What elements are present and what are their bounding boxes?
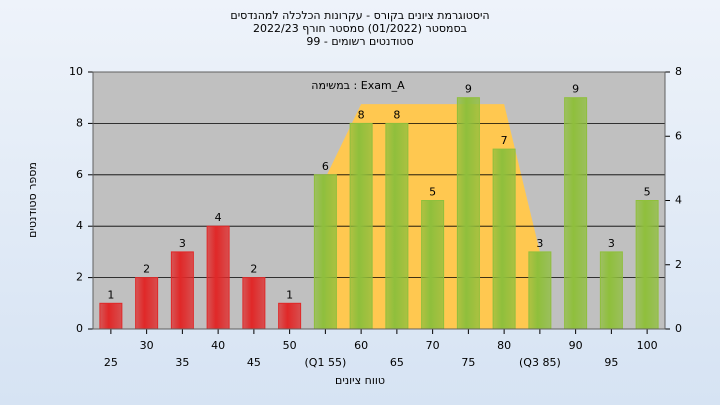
y-tick-label: 2 <box>76 271 83 284</box>
value-label: 9 <box>572 83 579 96</box>
x-tick-label: 100 <box>637 339 658 352</box>
value-label: 2 <box>250 263 257 276</box>
x-tick-label: 75 <box>461 356 475 369</box>
x-tick-label: (Q3 85) <box>519 356 561 369</box>
y2-tick-label: 2 <box>675 258 682 271</box>
bar <box>99 302 123 330</box>
x-tick-label: 90 <box>569 339 583 352</box>
bar <box>349 122 373 330</box>
bar <box>135 277 159 330</box>
y-axis-label: מספר סטודנטים <box>26 162 39 238</box>
value-label: 1 <box>286 288 293 301</box>
y2-tick-label: 6 <box>675 129 682 142</box>
x-tick-label: 50 <box>283 339 297 352</box>
x-tick-label: 25 <box>104 356 118 369</box>
value-label: 3 <box>608 237 615 250</box>
bar <box>313 174 337 330</box>
x-tick-label: 30 <box>140 339 154 352</box>
x-tick-label: 45 <box>247 356 261 369</box>
value-label: 5 <box>644 186 651 199</box>
value-label: 6 <box>322 160 329 173</box>
x-tick-label: 35 <box>175 356 189 369</box>
y2-tick-label: 8 <box>675 65 682 78</box>
x-axis-label: טווח ציונים <box>335 374 385 387</box>
bar <box>242 277 266 330</box>
value-label: 1 <box>107 288 114 301</box>
x-tick-label: 70 <box>426 339 440 352</box>
y2-tick-label: 4 <box>675 194 682 207</box>
x-tick-label: 80 <box>497 339 511 352</box>
bar <box>492 148 516 330</box>
bar <box>635 200 659 330</box>
bar <box>278 302 302 330</box>
plot-border <box>92 71 666 330</box>
bar <box>421 200 445 330</box>
value-label: 3 <box>536 237 543 250</box>
bar <box>528 251 552 330</box>
chart-title: היסטוגרמת ציונים בקורס - עקרונות הכלכלה … <box>230 9 489 22</box>
y2-tick-label: 0 <box>675 322 682 335</box>
x-tick-label: 65 <box>390 356 404 369</box>
value-label: 4 <box>215 211 222 224</box>
value-label: 7 <box>501 134 508 147</box>
y-tick-label: 8 <box>76 116 83 129</box>
value-label: 9 <box>465 83 472 96</box>
bar <box>456 97 480 330</box>
x-tick-label: 95 <box>604 356 618 369</box>
value-label: 2 <box>143 263 150 276</box>
x-tick-label: 60 <box>354 339 368 352</box>
value-label: 8 <box>393 108 400 121</box>
annotation: במשימה : Exam_A <box>311 79 405 92</box>
y-tick-label: 6 <box>76 168 83 181</box>
y-tick-label: 0 <box>76 322 83 335</box>
x-tick-label: (Q1 55) <box>305 356 347 369</box>
value-label: 8 <box>358 108 365 121</box>
value-label: 3 <box>179 237 186 250</box>
value-label: 5 <box>429 186 436 199</box>
y-tick-label: 10 <box>69 65 83 78</box>
bar <box>385 122 409 330</box>
bar <box>206 225 230 330</box>
bar <box>170 251 194 330</box>
chart-subtitle: בסמסטר (01/2022) סמסטר חורף 2022/23 <box>253 22 467 35</box>
y-tick-label: 4 <box>76 219 83 232</box>
x-tick-label: 40 <box>211 339 225 352</box>
chart-subtitle: סטודנטים רשומים - 99 <box>306 35 413 48</box>
bar <box>564 97 588 330</box>
bar <box>599 251 623 330</box>
